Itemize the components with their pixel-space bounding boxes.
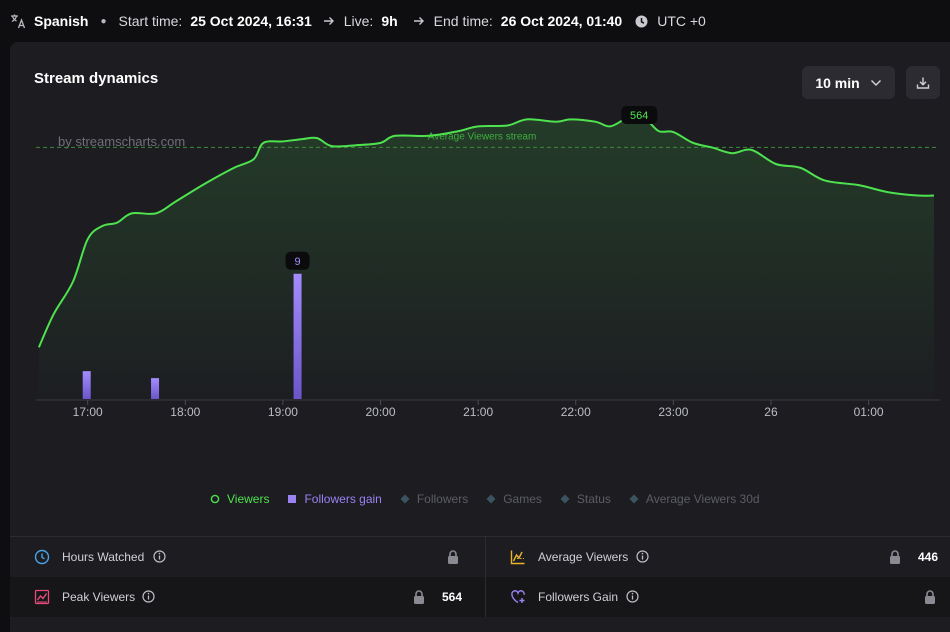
timezone-value: UTC +0 — [657, 13, 706, 29]
legend-label: Games — [503, 492, 542, 506]
followers-gain-bar — [82, 371, 91, 399]
timezone-clock-icon — [634, 14, 649, 29]
watermark-text: by streamscharts.com — [58, 134, 185, 149]
stat-label: Hours Watched — [62, 550, 145, 564]
viewers-line — [37, 115, 935, 348]
stats-row: Peak Viewers 564 Followers Gain — [10, 577, 950, 617]
circle-icon — [210, 494, 220, 504]
lock-icon[interactable] — [412, 589, 426, 605]
interval-dropdown[interactable]: 10 min — [802, 66, 895, 99]
legend-followers-gain[interactable]: Followers gain — [287, 492, 382, 506]
followers-gain-bar — [151, 378, 160, 399]
end-time-label: End time: — [433, 13, 493, 29]
stats-row: Hours Watched Average Viewers 446 — [10, 537, 950, 577]
stat-value: 564 — [441, 590, 462, 604]
end-time-value: 26 Oct 2024, 01:40 — [500, 13, 623, 29]
stat-label: Average Viewers — [538, 550, 629, 564]
info-icon[interactable] — [625, 589, 640, 604]
live-duration-value: 9h — [381, 13, 398, 29]
legend-status[interactable]: Status — [560, 492, 611, 506]
chart-legend: Viewers Followers gain Followers Games S… — [210, 492, 778, 506]
legend-label: Average Viewers 30d — [645, 492, 760, 506]
heart-plus-icon — [510, 589, 526, 605]
interval-value: 10 min — [815, 74, 860, 91]
legend-label: Status — [576, 492, 611, 506]
peak-viewers-badge — [621, 106, 658, 124]
stat-label: Followers Gain — [538, 590, 619, 604]
download-icon — [916, 76, 930, 90]
stat-value: 446 — [917, 550, 938, 564]
legend-label: Viewers — [227, 492, 270, 506]
info-icon[interactable] — [635, 549, 650, 564]
legend-label: Followers — [416, 492, 469, 506]
legend-label: Followers gain — [304, 492, 382, 506]
stat-hours-watched: Hours Watched — [10, 537, 486, 577]
info-icon[interactable] — [152, 549, 167, 564]
stat-followers-gain: Followers Gain — [486, 577, 950, 617]
x-tick-label: 19:00 — [268, 405, 298, 419]
diamond-icon — [486, 494, 496, 504]
bullet-separator: ● — [100, 15, 107, 27]
legend-followers[interactable]: Followers — [400, 492, 468, 506]
lock-icon[interactable] — [888, 549, 902, 565]
clock-icon — [34, 549, 50, 565]
stat-average-viewers: Average Viewers 446 — [486, 537, 950, 577]
peak-followers-gain-badge — [285, 251, 310, 270]
start-time-value: 25 Oct 2024, 16:31 — [190, 13, 312, 29]
translate-icon — [10, 13, 26, 29]
arrow-right-icon — [412, 14, 426, 28]
stream-info-bar: Spanish ● Start time: 25 Oct 2024, 16:31… — [0, 0, 950, 42]
legend-viewers[interactable]: Viewers — [210, 492, 269, 506]
peak-followers-gain-label: 9 — [294, 256, 300, 268]
lock-icon[interactable] — [446, 549, 460, 565]
start-time-label: Start time: — [118, 13, 183, 29]
arrow-right-icon — [322, 14, 336, 28]
x-tick-label: 23:00 — [658, 405, 688, 419]
peak-viewers-label: 564 — [630, 110, 648, 122]
chevron-down-icon — [870, 79, 882, 87]
download-button[interactable] — [906, 66, 940, 99]
stream-dynamics-card: by streamscharts.com Average Viewers stre… — [10, 42, 950, 632]
peak-chart-icon — [34, 589, 50, 605]
followers-gain-bar — [293, 273, 302, 399]
square-icon — [287, 494, 297, 504]
lock-icon[interactable] — [923, 589, 937, 605]
x-tick-label: 21:00 — [463, 405, 493, 419]
x-tick-label: 20:00 — [366, 405, 396, 419]
legend-games[interactable]: Games — [486, 492, 542, 506]
stat-label: Peak Viewers — [62, 590, 136, 604]
legend-average-viewers-30d[interactable]: Average Viewers 30d — [629, 492, 760, 506]
chart-icon — [510, 549, 526, 565]
live-label: Live: — [343, 13, 374, 29]
diamond-icon — [560, 494, 570, 504]
diamond-icon — [629, 494, 639, 504]
stream-stats-table: Hours Watched Average Viewers 446 Peak V… — [10, 536, 950, 617]
stat-peak-viewers: Peak Viewers 564 — [10, 577, 486, 617]
x-tick-label: 26 — [764, 405, 778, 419]
average-viewers-label: Average Viewers stream — [428, 131, 537, 142]
viewers-area — [38, 117, 935, 399]
diamond-icon — [400, 494, 410, 504]
stream-language: Spanish — [34, 13, 89, 29]
x-tick-label: 01:00 — [854, 405, 884, 419]
stream-dynamics-chart: by streamscharts.com Average Viewers stre… — [36, 106, 940, 419]
info-icon[interactable] — [141, 589, 156, 604]
x-tick-label: 22:00 — [561, 405, 591, 419]
x-tick-label: 18:00 — [170, 405, 200, 419]
x-tick-label: 17:00 — [73, 405, 103, 419]
card-title: Stream dynamics — [34, 70, 159, 87]
